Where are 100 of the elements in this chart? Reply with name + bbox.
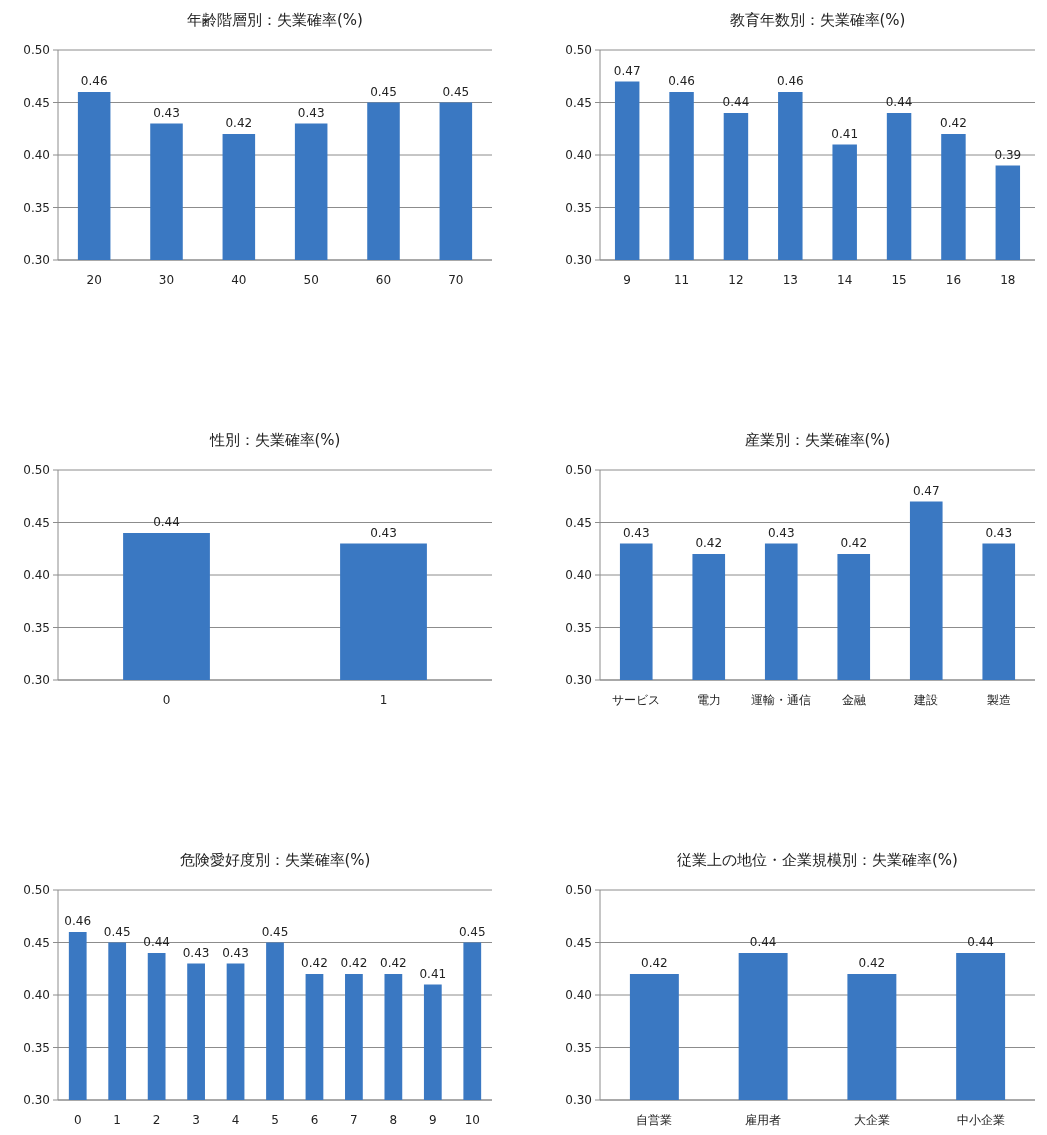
x-tick-label: 運輸・通信 bbox=[751, 693, 812, 707]
chart-title: 従業上の地位・企業規模別：失業確率(%) bbox=[677, 851, 958, 869]
data-label: 0.43 bbox=[222, 945, 249, 960]
y-tick-label: 0.45 bbox=[565, 515, 592, 530]
y-tick-label: 0.35 bbox=[23, 620, 50, 635]
data-label: 0.47 bbox=[912, 483, 940, 498]
x-tick-label: 5 bbox=[271, 1113, 279, 1127]
x-tick-label: 大企業 bbox=[853, 1113, 890, 1127]
chart-title: 性別：失業確率(%) bbox=[208, 431, 341, 449]
data-label: 0.41 bbox=[831, 126, 859, 141]
x-tick-label: サービス bbox=[612, 693, 661, 707]
y-tick-label: 0.40 bbox=[23, 568, 50, 582]
data-label: 0.43 bbox=[153, 105, 180, 120]
x-tick-label: 自営業 bbox=[636, 1113, 673, 1127]
data-label: 0.46 bbox=[668, 74, 695, 88]
x-tick-label: 電力 bbox=[696, 693, 721, 707]
data-label: 0.43 bbox=[370, 525, 397, 540]
x-tick-label: 金融 bbox=[841, 693, 866, 707]
y-tick-label: 0.45 bbox=[23, 95, 50, 110]
data-label: 0.45 bbox=[458, 924, 486, 939]
data-label: 0.44 bbox=[967, 935, 994, 949]
data-label: 0.42 bbox=[858, 956, 886, 970]
x-tick-label: 建設 bbox=[913, 693, 939, 707]
y-tick-label: 0.30 bbox=[565, 1093, 592, 1107]
data-label: 0.42 bbox=[225, 116, 253, 130]
data-label: 0.39 bbox=[994, 147, 1022, 162]
data-label: 0.47 bbox=[613, 63, 641, 78]
y-tick-label: 0.40 bbox=[23, 148, 50, 162]
y-tick-label: 0.35 bbox=[565, 1040, 592, 1055]
y-tick-label: 0.40 bbox=[565, 988, 592, 1002]
chart-title: 年齢階層別：失業確率(%) bbox=[187, 11, 363, 29]
x-tick-label: 18 bbox=[1000, 273, 1016, 287]
data-label: 0.43 bbox=[985, 525, 1013, 540]
x-tick-label: 16 bbox=[945, 273, 962, 287]
data-label: 0.46 bbox=[64, 914, 92, 928]
y-tick-label: 0.40 bbox=[23, 988, 50, 1002]
x-tick-label: 0 bbox=[73, 1113, 82, 1127]
x-tick-label: 中小企業 bbox=[956, 1113, 1005, 1127]
data-label: 0.46 bbox=[80, 74, 108, 88]
data-label: 0.42 bbox=[340, 956, 368, 970]
data-label: 0.43 bbox=[767, 525, 795, 540]
x-tick-label: 7 bbox=[350, 1113, 358, 1127]
x-tick-label: 1 bbox=[113, 1113, 121, 1127]
x-tick-label: 製造 bbox=[986, 693, 1011, 707]
x-tick-label: 9 bbox=[623, 273, 632, 287]
y-tick-label: 0.40 bbox=[565, 568, 592, 582]
x-tick-label: 20 bbox=[86, 273, 102, 287]
y-tick-label: 0.45 bbox=[23, 935, 50, 950]
x-tick-label: 4 bbox=[231, 1113, 240, 1127]
x-tick-label: 雇用者 bbox=[745, 1113, 782, 1127]
data-label: 0.46 bbox=[776, 74, 804, 88]
y-tick-label: 0.35 bbox=[23, 1040, 50, 1055]
y-tick-label: 0.45 bbox=[23, 515, 50, 530]
data-label: 0.44 bbox=[143, 935, 170, 949]
data-label: 0.41 bbox=[419, 966, 447, 981]
x-tick-label: 2 bbox=[152, 1113, 161, 1127]
x-tick-label: 6 bbox=[310, 1113, 319, 1127]
data-label: 0.43 bbox=[182, 945, 210, 960]
y-tick-label: 0.50 bbox=[565, 463, 592, 477]
y-tick-label: 0.50 bbox=[23, 883, 50, 897]
y-tick-label: 0.35 bbox=[565, 620, 592, 635]
y-tick-label: 0.30 bbox=[23, 673, 50, 687]
x-tick-label: 11 bbox=[673, 273, 690, 287]
x-tick-label: 3 bbox=[192, 1113, 200, 1127]
y-tick-label: 0.50 bbox=[565, 883, 592, 897]
x-tick-label: 13 bbox=[782, 273, 798, 287]
data-label: 0.43 bbox=[622, 525, 650, 540]
y-tick-label: 0.50 bbox=[565, 43, 592, 57]
y-tick-label: 0.30 bbox=[565, 253, 592, 267]
y-tick-label: 0.35 bbox=[565, 200, 592, 215]
data-label: 0.42 bbox=[840, 536, 868, 550]
data-label: 0.42 bbox=[641, 956, 668, 970]
data-label: 0.44 bbox=[153, 515, 180, 529]
data-label: 0.42 bbox=[301, 956, 328, 970]
chart-title: 危険愛好度別：失業確率(%) bbox=[179, 851, 371, 869]
data-label: 0.45 bbox=[261, 924, 289, 939]
x-tick-label: 14 bbox=[837, 273, 853, 287]
x-tick-label: 10 bbox=[464, 1113, 480, 1127]
x-tick-label: 9 bbox=[429, 1113, 437, 1127]
chart-title: 産業別：失業確率(%) bbox=[744, 431, 891, 449]
x-tick-label: 15 bbox=[891, 273, 907, 287]
x-tick-label: 40 bbox=[231, 273, 247, 287]
x-tick-label: 0 bbox=[162, 693, 171, 707]
data-label: 0.42 bbox=[695, 536, 723, 550]
y-tick-label: 0.45 bbox=[565, 935, 592, 950]
data-label: 0.44 bbox=[749, 935, 777, 949]
x-tick-label: 30 bbox=[158, 273, 175, 287]
x-tick-label: 12 bbox=[728, 273, 744, 287]
y-tick-label: 0.35 bbox=[23, 200, 50, 215]
y-tick-label: 0.50 bbox=[23, 463, 50, 477]
y-tick-label: 0.30 bbox=[23, 1093, 50, 1107]
x-tick-label: 50 bbox=[303, 273, 319, 287]
data-label: 0.44 bbox=[722, 95, 750, 109]
data-label: 0.45 bbox=[370, 84, 397, 99]
y-tick-label: 0.50 bbox=[23, 43, 50, 57]
data-label: 0.45 bbox=[442, 84, 470, 99]
x-tick-label: 1 bbox=[379, 693, 388, 707]
x-tick-label: 60 bbox=[375, 273, 392, 287]
data-label: 0.45 bbox=[103, 924, 131, 939]
data-label: 0.44 bbox=[885, 95, 913, 109]
